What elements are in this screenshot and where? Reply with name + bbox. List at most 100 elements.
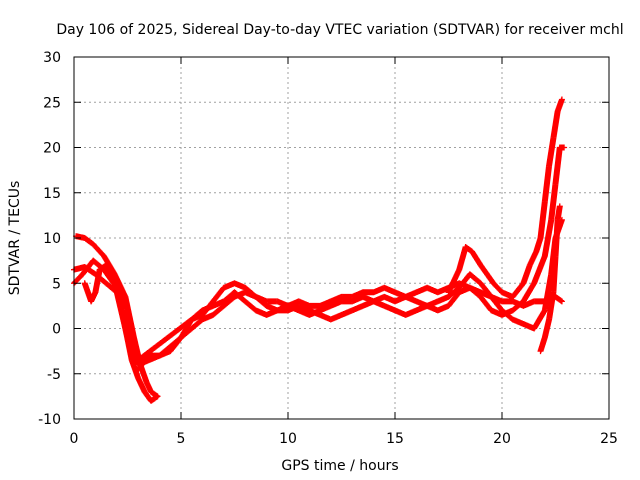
data-point [477,280,484,287]
data-point [488,293,495,300]
data-point [541,307,548,314]
data-point [484,271,491,278]
data-point [381,284,388,291]
data-point [126,334,133,341]
y-tick-label: -5 [47,367,61,383]
data-point [392,298,398,305]
data-point [274,298,281,305]
data-point [113,280,120,287]
series-layer [71,96,568,404]
data-point [434,298,441,305]
data-point [541,334,548,341]
data-point [520,280,527,287]
data-point [92,289,99,296]
data-point [79,271,86,278]
x-tick-label: 20 [493,431,511,447]
data-point [90,241,97,248]
series-track-g [445,96,565,300]
data-point [548,216,555,223]
data-point [156,352,163,359]
data-point [370,289,377,296]
data-point [469,248,476,255]
data-point [520,298,527,305]
data-point [381,302,388,309]
data-point [445,289,452,296]
data-point [445,302,452,309]
data-point [178,334,184,341]
data-point [477,293,484,300]
chart-title: Day 106 of 2025, Sidereal Day-to-day VTE… [56,22,623,38]
y-tick-label: -10 [38,412,61,428]
data-point [434,307,441,314]
data-point [424,284,431,291]
x-tick-label: 15 [386,431,404,447]
data-point [466,284,473,291]
data-point [143,379,150,386]
data-point [148,397,155,404]
series-track-e [81,144,568,364]
data-point [537,348,544,355]
x-tick-labels: 0 5 10 15 20 25 [70,431,618,447]
data-point [317,307,324,314]
data-point [135,375,142,382]
x-tick-label: 0 [70,431,79,447]
data-point [392,289,398,296]
data-point [546,162,553,169]
y-axis-label: SDTVAR / TECUs [7,181,23,296]
data-point [210,311,217,318]
data-point [122,293,129,300]
data-point [274,307,281,314]
data-point [263,302,270,309]
data-point [392,307,398,314]
data-point [103,280,110,287]
data-point [359,302,366,309]
x-tick-label: 10 [279,431,297,447]
y-tick-label: 15 [43,186,61,202]
data-point [188,316,195,323]
data-point [424,302,431,309]
data-point [541,198,548,205]
y-tick-label: 30 [43,50,61,66]
data-point [531,298,538,305]
data-point [338,311,345,318]
x-tick-label: 25 [600,431,618,447]
data-point [220,298,227,305]
data-point [285,302,291,309]
x-axis-label: GPS time / hours [281,458,398,474]
data-point [231,280,238,287]
data-point [263,311,270,318]
data-point [167,343,174,350]
data-point [520,320,527,327]
y-tick-label: 25 [43,95,61,111]
data-point [90,257,97,264]
data-point [413,307,420,314]
data-point [252,293,259,300]
data-point [531,280,538,287]
data-point [413,289,420,296]
data-point [531,325,538,332]
data-point [554,108,561,115]
data-point [509,307,516,314]
data-point [135,366,142,373]
data-point [188,325,195,332]
data-point [466,271,473,278]
data-point [554,216,561,223]
data-point [327,316,334,323]
data-point [537,235,544,241]
y-tick-labels: -10 -5 0 5 10 15 20 25 30 [38,50,61,428]
data-point [434,289,441,296]
grid-lines [74,57,609,419]
data-point [499,311,505,318]
data-point [231,289,238,296]
data-point [552,253,559,260]
data-point [533,248,540,255]
data-point [541,253,548,260]
data-point [327,302,334,309]
data-point [370,298,377,305]
data-point [154,393,161,400]
data-point [81,235,88,241]
y-tick-label: 0 [52,322,61,338]
data-point [490,280,497,287]
y-tick-label: 10 [43,231,61,247]
data-point [402,311,409,318]
